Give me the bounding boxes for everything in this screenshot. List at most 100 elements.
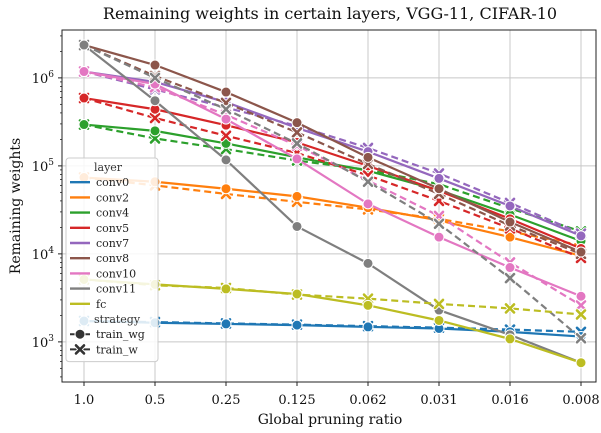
series-line-conv2-train_wg: [83, 176, 582, 257]
data-point-conv11-train_w: [148, 71, 162, 85]
x-tick-label: 1.0: [74, 393, 95, 408]
data-point-conv8-train_wg: [362, 151, 374, 163]
legend-label-conv2: conv2: [96, 191, 129, 204]
data-point-conv10-train_w: [574, 299, 588, 312]
data-point-fc-train_w: [574, 308, 588, 321]
data-point-conv11-train_wg: [362, 257, 374, 269]
data-point-conv10-train_wg: [220, 113, 232, 125]
marker-stroke: [291, 127, 303, 138]
legend-marker-train_w: [73, 343, 87, 356]
x-tick-label: 0.016: [491, 393, 528, 408]
data-point-conv0-train_wg: [362, 321, 374, 333]
y-tick-label: 103: [32, 334, 55, 351]
data-point-conv11-train_wg: [149, 95, 161, 107]
marker-stroke: [291, 138, 303, 149]
data-point-conv0-train_wg: [220, 318, 232, 330]
data-point-fc-train_wg: [220, 283, 232, 295]
legend-label-conv0: conv0: [96, 176, 129, 189]
data-point-fc-train_w: [432, 297, 446, 311]
data-point-conv11-train_w: [432, 217, 446, 230]
marker-stroke: [504, 272, 516, 284]
data-point-conv11-train_wg: [291, 220, 303, 232]
data-point-conv7-train_wg: [575, 230, 587, 242]
legend-label-conv7: conv7: [96, 237, 129, 250]
y-axis-ticks: 103 104 105 106: [32, 35, 62, 378]
data-point-conv11-train_w: [290, 137, 304, 150]
legend-title-layer: layer: [94, 161, 123, 174]
data-point-conv10-train_wg: [291, 153, 303, 165]
marker-stroke: [575, 300, 587, 311]
marker-stroke: [504, 303, 516, 314]
x-tick-label: 0.125: [278, 393, 315, 408]
plot-area: [77, 38, 588, 369]
legend-label-fc: fc: [96, 298, 106, 311]
legend-label-conv10: conv10: [96, 267, 136, 280]
y-tick-label: 106: [32, 70, 55, 87]
x-tick-label: 0.25: [212, 393, 241, 408]
data-point-conv0-train_wg: [291, 319, 303, 331]
marker-stroke: [220, 130, 232, 142]
data-point-conv7-train_wg: [504, 200, 516, 212]
series-conv11: [77, 38, 588, 369]
x-tick-label: 0.031: [420, 393, 457, 408]
y-tick-label: 105: [32, 158, 55, 175]
marker-stroke: [149, 72, 161, 84]
data-point-conv8-train_wg: [149, 59, 161, 71]
data-point-conv11-train_w: [219, 103, 233, 116]
data-point-conv10-train_wg: [504, 262, 516, 274]
marker-stroke: [149, 112, 161, 124]
data-point-conv8-train_wg: [575, 246, 587, 258]
series-line-conv8-train_wg: [83, 44, 582, 254]
legend-label-conv5: conv5: [96, 222, 129, 235]
data-point-conv10-train_wg: [78, 66, 90, 78]
data-point-conv11-train_w: [361, 175, 375, 188]
data-point-conv4-train_wg: [149, 125, 161, 137]
data-point-conv10-train_wg: [362, 198, 374, 210]
data-point-conv5-train_wg: [78, 92, 90, 104]
data-point-fc-train_wg: [504, 333, 516, 345]
series-line-conv4-train_w: [83, 123, 582, 233]
data-point-fc-train_w: [503, 302, 517, 315]
marker-stroke: [433, 218, 445, 230]
y-tick-label: 104: [32, 246, 55, 263]
series-line-conv11-train_wg: [83, 44, 582, 364]
legend-label-train_w: train_w: [96, 343, 138, 356]
data-point-fc-train_wg: [291, 288, 303, 300]
legend-label-conv4: conv4: [96, 207, 129, 220]
data-point-conv8-train_wg: [220, 86, 232, 98]
legend-title-strategy: strategy: [94, 313, 141, 326]
legend: layer conv0 conv2 conv4 conv5 conv7 conv8 conv1…: [65, 157, 159, 363]
data-point-conv7-train_wg: [433, 172, 445, 184]
legend-label-train_wg: train_wg: [96, 328, 145, 341]
x-tick-label: 0.062: [349, 393, 386, 408]
legend-label-conv11: conv11: [96, 283, 136, 296]
data-point-conv5-train_w: [219, 129, 233, 142]
data-point-conv11-train_wg: [220, 154, 232, 166]
data-point-conv10-train_wg: [575, 290, 587, 302]
data-point-conv5-train_w: [148, 111, 162, 125]
data-point-conv8-train_wg: [504, 216, 516, 228]
legend-marker-train_wg: [74, 328, 86, 340]
legend-label-conv8: conv8: [96, 252, 129, 265]
data-point-conv2-train_wg: [220, 183, 232, 195]
chart-title: Remaining weights in certain layers, VGG…: [103, 4, 557, 23]
x-axis-label: Global pruning ratio: [258, 412, 403, 428]
marker-stroke: [575, 309, 587, 320]
data-point-conv2-train_wg: [291, 190, 303, 202]
data-point-conv4-train_w: [148, 132, 162, 145]
marker-stroke: [575, 332, 587, 344]
x-axis-ticks: 1.0 0.5 0.25 0.125 0.062 0.031 0.016 0.008: [74, 382, 600, 408]
data-point-fc-train_wg: [362, 299, 374, 311]
data-point-conv4-train_wg: [78, 119, 90, 131]
marker-stroke: [220, 103, 232, 115]
x-tick-label: 0.5: [145, 393, 166, 408]
y-axis-label: Remaining weights: [8, 138, 24, 274]
data-point-conv11-train_w: [503, 271, 517, 285]
series-line-fc-train_wg: [83, 278, 582, 364]
marker-stroke: [433, 298, 445, 310]
series-line-conv2-train_w: [83, 176, 582, 247]
plot-frame: [61, 29, 597, 383]
marker-stroke: [362, 176, 374, 188]
data-point-fc-train_wg: [433, 314, 445, 326]
